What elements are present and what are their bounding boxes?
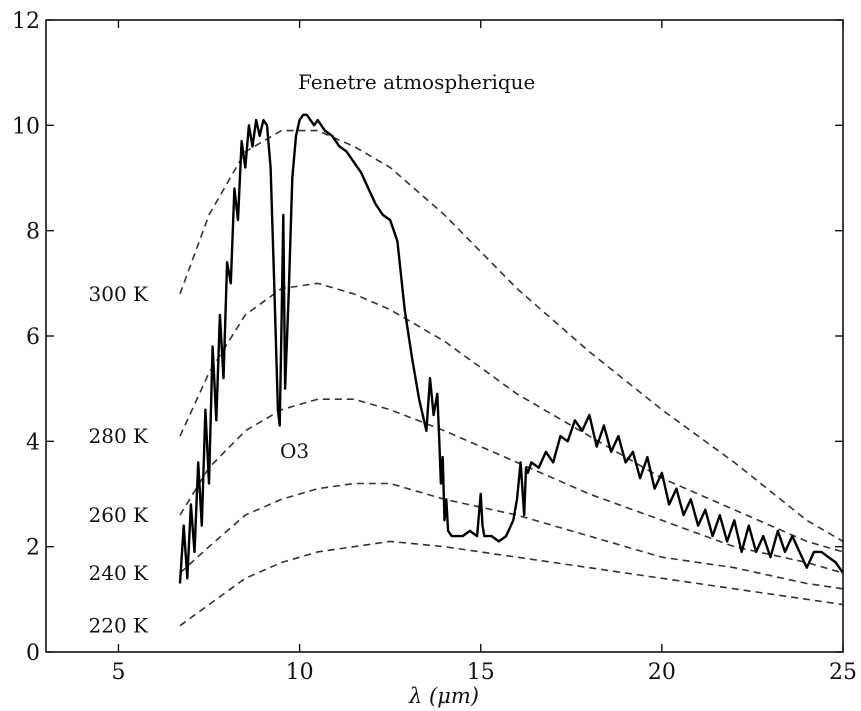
labels-layer: 300 K 280 K 260 K 240 K 220 K <box>89 282 150 638</box>
annotation-fenetre: Fenetre atmospherique <box>298 70 535 94</box>
temperature-label-280k: 280 K <box>89 424 150 448</box>
x-axis-label: λ (μm) <box>408 684 479 708</box>
blackbody-curves-layer <box>179 129 844 627</box>
x-tick-label-5: 5 <box>111 660 125 685</box>
blackbody-curve-300k <box>179 129 844 543</box>
measured-spectrum-line <box>178 113 844 584</box>
y-tick-label-4: 4 <box>26 430 40 455</box>
temperature-label-240k: 240 K <box>89 561 150 585</box>
x-tick-label-10: 10 <box>286 660 314 685</box>
blackbody-curve-220k <box>179 540 844 627</box>
annotation-o3: O3 <box>280 439 309 463</box>
y-tick-label-0: 0 <box>26 641 40 666</box>
spectrum-layer <box>178 113 844 584</box>
blackbody-curve-280k <box>179 282 844 553</box>
temperature-label-300k: 300 K <box>89 282 150 306</box>
x-tick-label-20: 20 <box>648 660 676 685</box>
y-tick-label-12: 12 <box>12 9 40 34</box>
x-tick-label-15: 15 <box>467 660 495 685</box>
y-tick-label-2: 2 <box>26 536 40 561</box>
y-tick-label-10: 10 <box>12 114 40 139</box>
ticks-layer: 5 10 15 20 25 0 2 4 6 8 10 12 <box>12 9 857 685</box>
y-tick-label-8: 8 <box>26 220 40 245</box>
x-tick-label-25: 25 <box>829 660 857 685</box>
temperature-label-220k: 220 K <box>89 614 150 638</box>
blackbody-curve-260k <box>179 398 844 574</box>
blackbody-curve-240k <box>179 482 844 590</box>
temperature-label-260k: 260 K <box>89 503 150 527</box>
y-tick-label-6: 6 <box>26 325 40 350</box>
